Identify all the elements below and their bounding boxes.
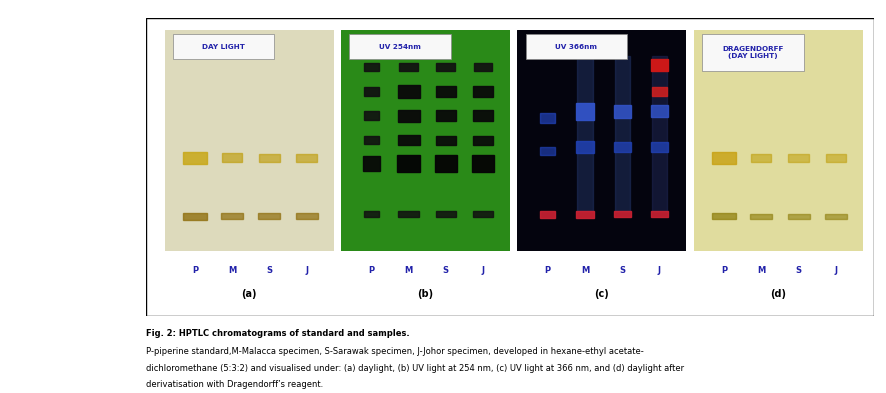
Bar [650,59,667,71]
Text: M: M [404,266,412,275]
Text: J: J [834,266,836,275]
Bar [650,105,667,118]
Text: P: P [720,266,727,275]
Bar [540,147,555,155]
Text: DRAGENDORFF
(DAY LIGHT): DRAGENDORFF (DAY LIGHT) [721,46,782,59]
Text: S: S [442,266,448,275]
Text: Fig. 2: HPTLC chromatograms of standard and samples.: Fig. 2: HPTLC chromatograms of standard … [146,329,409,338]
Bar [787,214,809,219]
Bar [825,154,845,162]
Text: (d): (d) [769,290,785,299]
Text: J: J [305,266,307,275]
Text: S: S [266,266,272,275]
Bar [650,211,667,217]
Bar [575,211,594,217]
Bar [702,34,803,70]
Text: M: M [228,266,236,275]
Bar [614,56,629,211]
Text: P: P [368,266,374,275]
Bar [540,113,555,123]
Bar [472,211,493,217]
Bar [613,211,630,217]
Bar [435,136,455,145]
Bar [434,155,456,172]
Bar [435,86,455,97]
Text: (a): (a) [241,290,257,299]
Bar [540,211,555,217]
Bar [397,135,419,145]
Text: J: J [657,266,660,275]
Bar [183,152,206,164]
Bar [259,154,279,162]
Bar [750,214,772,219]
Bar [435,211,455,217]
Bar [711,152,735,164]
Bar [398,211,418,217]
Bar [650,142,667,152]
Bar [258,213,280,220]
Bar [363,211,378,217]
Bar [349,34,450,59]
Bar [577,56,592,211]
Text: M: M [580,266,588,275]
Bar [613,142,630,152]
Bar [788,154,808,162]
Bar [435,110,455,121]
Bar [363,63,378,71]
Bar [824,214,846,219]
Bar [575,103,594,120]
Bar [575,141,594,153]
Text: dichloromethane (5:3:2) and visualised under: (a) daylight, (b) UV light at 254 : dichloromethane (5:3:2) and visualised u… [146,364,684,373]
Text: (b): (b) [417,290,433,299]
Bar [471,155,494,172]
Bar [473,63,492,71]
Bar [396,154,420,172]
Bar [221,213,243,220]
Bar [397,85,419,97]
Text: (c): (c) [594,290,609,299]
Bar [613,105,630,118]
Bar [397,110,419,122]
Bar [436,63,455,71]
Bar [363,87,378,96]
Text: DAY LIGHT: DAY LIGHT [202,44,245,50]
Bar [222,153,242,162]
Bar [651,56,666,211]
Text: UV 366nm: UV 366nm [555,44,597,50]
Text: M: M [757,266,765,275]
Text: J: J [481,266,484,275]
Bar [525,34,626,59]
Bar [183,213,206,220]
Bar [296,154,316,162]
Bar [295,213,317,220]
Bar [750,154,771,162]
Text: P-piperine standard,M-Malacca specimen, S-Sarawak specimen, J-Johor specimen, de: P-piperine standard,M-Malacca specimen, … [146,347,643,356]
Text: derivatisation with Dragendorff’s reagent.: derivatisation with Dragendorff’s reagen… [146,380,323,389]
Bar [362,156,379,171]
Bar [472,136,493,145]
Text: P: P [191,266,198,275]
Bar [472,110,493,121]
Bar [711,213,735,220]
Text: S: S [795,266,801,275]
Text: P: P [544,266,550,275]
Text: S: S [618,266,625,275]
Bar [363,136,378,144]
Bar [399,63,417,71]
Bar [472,86,493,97]
Bar [363,111,378,120]
Bar [173,34,274,59]
Bar [651,87,666,96]
Text: UV 254nm: UV 254nm [378,44,421,50]
